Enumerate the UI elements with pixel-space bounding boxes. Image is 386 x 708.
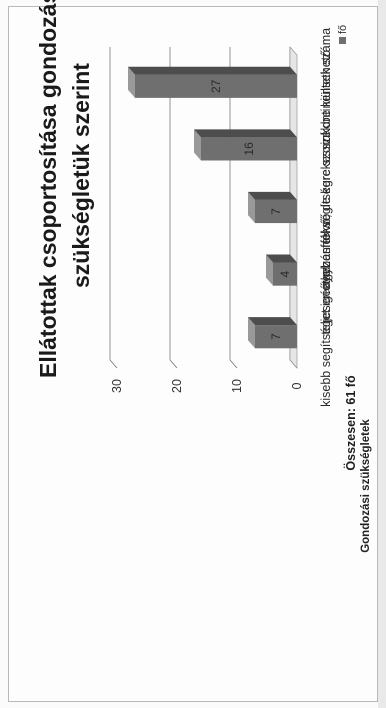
- value-tick-label: 0: [290, 382, 304, 389]
- category-label-1: kisebb segítséget igényel: [319, 267, 333, 407]
- chart-title-line-1: Ellátottak csoportosítása gondozási: [35, 0, 61, 378]
- category-label-4: fekvő, de kerekesszékbe kiültethető: [319, 50, 333, 248]
- bar-2-side: [266, 254, 297, 263]
- bar-2-top: [266, 254, 273, 286]
- legend-swatch: [339, 37, 346, 44]
- data-label-3: 7: [269, 208, 283, 215]
- gridline-diag-10: [229, 359, 238, 369]
- data-label-2: 4: [278, 270, 292, 277]
- bar-2: [273, 262, 297, 286]
- value-tick-label: 30: [110, 379, 124, 393]
- value-tick-label: 10: [230, 379, 244, 393]
- bar-5-side: [128, 66, 297, 75]
- category-label-3: étkezésnél segítségre szorul: [319, 132, 333, 290]
- bar-4: [201, 137, 297, 161]
- bar-3-side: [248, 191, 297, 200]
- bar-4-top: [194, 129, 201, 161]
- gridline-diag-20: [169, 359, 178, 369]
- bar-5-top: [128, 66, 135, 98]
- data-label-5: 27: [209, 79, 223, 93]
- bar-4-side: [194, 129, 297, 138]
- bar-5: [135, 74, 297, 98]
- chart-texts: Ellátottak csoportosítása gondozási szük…: [35, 0, 372, 553]
- chart-frame: [8, 6, 378, 702]
- bar-3: [255, 199, 297, 224]
- gridline-diag-30: [109, 359, 118, 369]
- data-label-1: 7: [269, 333, 283, 340]
- value-tick-label: 20: [170, 379, 184, 393]
- data-label-4: 16: [242, 142, 256, 156]
- category-axis-label: Gondozási szükségletek: [360, 419, 372, 553]
- legend-label: fő: [337, 25, 349, 34]
- bars: [128, 66, 297, 349]
- bar-1: [255, 325, 297, 349]
- chart-title-line-2: szükségletük szerint: [68, 63, 94, 288]
- rotated-chart-group: Ellátottak csoportosítása gondozási szük…: [35, 0, 372, 553]
- bar-1-top: [248, 317, 255, 349]
- scan-edge: [378, 0, 386, 708]
- category-label-5: inkontinensek száma: [319, 28, 333, 145]
- total-note: Összesen: 61 fő: [343, 375, 358, 471]
- category-label-2: teljesen ágyban fekvő: [319, 214, 333, 335]
- bar-3-top: [248, 191, 255, 224]
- bar-1-side: [248, 317, 297, 326]
